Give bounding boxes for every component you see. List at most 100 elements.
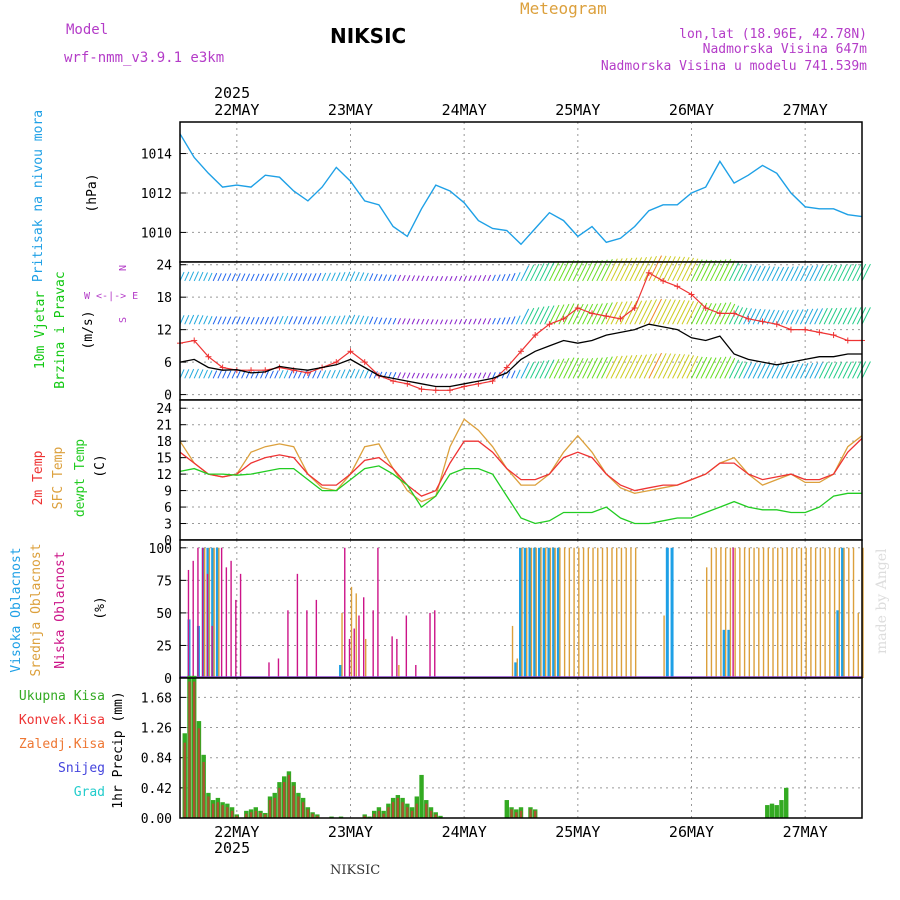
wind-barb	[738, 264, 748, 282]
wind-barb	[795, 265, 804, 282]
y-tick-label: 6	[164, 356, 172, 371]
wind-barb	[695, 302, 708, 325]
wind-barb	[676, 300, 690, 325]
legend-convective: Konvek.Kisa	[19, 713, 105, 728]
wind-barb	[421, 318, 425, 325]
wind-barb	[302, 273, 308, 282]
wind-barb	[492, 274, 496, 282]
precip-conv-bar	[377, 810, 381, 818]
wind-barb	[691, 259, 703, 282]
wind-barb	[501, 317, 506, 325]
wind-barb	[842, 307, 852, 325]
y-tick-label: 50	[156, 607, 172, 622]
wind-barb	[657, 353, 672, 379]
wind-barb	[861, 361, 871, 379]
wind-barb	[477, 275, 482, 282]
wind-barb	[425, 319, 430, 325]
wind-barb	[823, 264, 833, 282]
wind-barb	[326, 272, 331, 282]
precip-conv-bar	[415, 803, 419, 818]
y-tick-label: 24	[156, 259, 172, 274]
y-tick-label: 0	[164, 389, 172, 404]
wind-barb	[657, 299, 672, 325]
wind-barb	[776, 266, 785, 282]
wind-barb	[283, 370, 289, 379]
wind-barb	[416, 372, 420, 379]
wind-barb	[402, 372, 406, 379]
precip-conv-bar	[401, 802, 404, 818]
wind-barb	[544, 305, 555, 325]
wind-barb	[383, 274, 388, 282]
wind-barb	[657, 255, 672, 282]
wind-barb	[548, 261, 560, 282]
wind-barb	[676, 256, 690, 282]
y-tick-label: 1014	[141, 148, 172, 163]
wind-barb	[620, 301, 633, 325]
wind-barb	[676, 354, 690, 379]
wind-barb	[458, 275, 463, 282]
precip-conv-bar	[410, 810, 414, 818]
wind-barb	[785, 266, 794, 282]
wind-barb	[368, 273, 374, 282]
wind-barb	[245, 273, 251, 282]
wind-barb	[757, 265, 766, 282]
precip-conv-bar	[301, 802, 305, 818]
wind-barb	[387, 274, 392, 282]
wind-barb	[231, 370, 236, 379]
wind-barb	[766, 266, 775, 282]
lonlat-text: lon,lat (18.96E, 42.78N)	[679, 27, 867, 42]
wind-barb	[582, 303, 594, 325]
legend-hail: Grad	[74, 785, 105, 800]
wind-barb	[558, 357, 570, 379]
wind-barb	[331, 315, 336, 325]
wind-barb	[501, 274, 506, 282]
compass-south: S	[118, 317, 129, 323]
wind-barb	[577, 304, 589, 325]
wind-barb	[662, 299, 676, 325]
wind-barb	[833, 307, 843, 325]
wind-barb	[667, 299, 681, 325]
wind-barb	[724, 303, 736, 325]
wind-barb	[383, 317, 388, 325]
top-date-label: 27MAY	[783, 101, 828, 119]
precip-conv-bar	[249, 812, 253, 818]
wind-barb	[241, 316, 246, 325]
wind-barb	[852, 307, 862, 325]
wind-barb	[364, 272, 369, 282]
wind-barb	[714, 259, 727, 282]
wind-barb	[350, 271, 356, 282]
wind-barb	[577, 358, 589, 379]
precip-conv-bar	[363, 815, 366, 818]
wind-barb	[638, 353, 652, 379]
legend-snow: Snijeg	[58, 761, 105, 776]
wind-barb	[814, 362, 824, 379]
wind-barb	[264, 273, 269, 282]
wind-barb	[572, 260, 584, 282]
wind-barb	[473, 275, 477, 282]
wind-barb	[776, 364, 785, 379]
top-date-label: 24MAY	[442, 101, 487, 119]
credit-watermark: made by Angel	[874, 548, 890, 654]
wind-barb	[331, 369, 336, 379]
wind-ylabel-1: 10m Vjetar	[33, 291, 48, 369]
wind-barb	[463, 318, 467, 325]
precip-conv-bar	[245, 813, 248, 818]
wind-barb	[359, 369, 365, 379]
precip-conv-bar	[519, 810, 523, 818]
high-cloud-bar	[841, 547, 845, 678]
top-date-labels: 22MAY 23MAY 24MAY 25MAY 26MAY 27MAY	[214, 101, 827, 119]
wind-barb	[293, 316, 298, 325]
wind-barb	[392, 274, 397, 282]
wind-barb	[700, 303, 712, 325]
wind-barb	[222, 370, 227, 379]
wind-barb	[274, 370, 279, 379]
wind-barb	[709, 259, 722, 282]
wind-barb	[449, 319, 453, 325]
wind-barb	[406, 275, 411, 282]
precip-conv-bar	[207, 796, 210, 818]
high-cloud-bar	[542, 547, 546, 678]
wind-barb	[189, 271, 195, 282]
wind-barb	[506, 273, 511, 282]
y-tick-label: 0	[164, 534, 172, 549]
wind-panel: 0 6 12 18 24	[156, 255, 871, 404]
